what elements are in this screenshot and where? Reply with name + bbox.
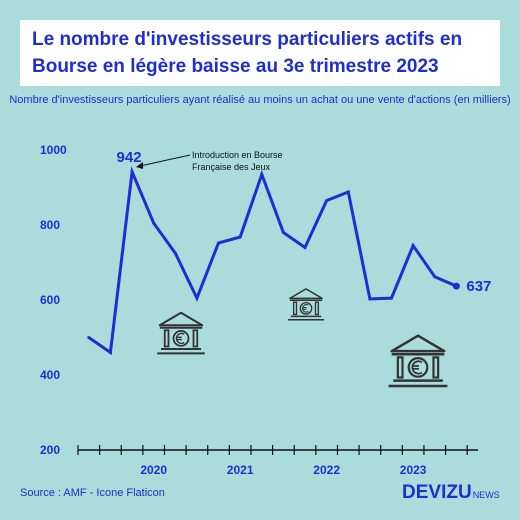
data-point: [152, 221, 156, 225]
title-box: Le nombre d'investisseurs particuliers a…: [20, 20, 500, 86]
chart-subtitle: Nombre d'investisseurs particuliers ayan…: [9, 94, 511, 106]
series-layer: [87, 166, 460, 356]
data-point: [325, 199, 329, 203]
data-point: [368, 297, 372, 301]
annotation-line-1: Introduction en Bourse: [192, 150, 283, 160]
data-point: [281, 231, 285, 234]
brand-suffix: NEWS: [472, 490, 500, 500]
bank-euro-icon: [287, 288, 325, 321]
data-point: [87, 336, 91, 339]
data-point: [346, 190, 350, 194]
data-point: [452, 282, 460, 290]
bank-euro-icon: [387, 334, 449, 388]
series-line: [87, 166, 457, 356]
data-point: [217, 241, 221, 245]
chart-title-line-2: Bourse en légère baisse au 3e trimestre …: [32, 56, 439, 77]
x-axis: [77, 445, 478, 455]
brand-name: DEVIZU: [402, 482, 472, 503]
bank-euro-icon: [156, 311, 206, 355]
data-label: 942: [117, 149, 142, 166]
source-note: Source : AMF - Icone Flaticon: [20, 487, 165, 499]
x-tick-label: 2021: [227, 463, 254, 477]
y-tick-label: 800: [40, 218, 60, 232]
data-point: [411, 244, 415, 248]
x-axis-year-labels: 2020 2021 2022 2023: [140, 463, 426, 477]
data-point: [130, 170, 134, 174]
x-tick-label: 2023: [400, 463, 427, 477]
y-axis-ticks: 200 400 600 800 1000: [40, 143, 67, 457]
data-point: [108, 351, 112, 354]
annotation-arrowhead: [136, 162, 143, 169]
data-point: [260, 172, 264, 176]
y-tick-label: 400: [40, 368, 60, 382]
brand-logo: DEVIZUNEWS: [402, 482, 500, 504]
data-labels: 942 637: [117, 149, 492, 295]
y-tick-label: 1000: [40, 143, 67, 157]
x-tick-label: 2020: [140, 463, 167, 477]
annotation-arrow: [139, 154, 191, 167]
chart-title-line-1: Le nombre d'investisseurs particuliers a…: [32, 29, 463, 50]
data-point: [433, 275, 437, 279]
annotation: Introduction en Bourse Française des Jeu…: [136, 150, 283, 172]
data-point: [238, 235, 242, 239]
data-point: [195, 296, 199, 300]
y-tick-label: 200: [40, 443, 60, 457]
data-point: [303, 246, 307, 249]
bank-icons: [156, 288, 449, 388]
annotation-line-2: Française des Jeux: [192, 162, 271, 172]
x-tick-label: 2022: [313, 463, 340, 477]
data-point: [390, 296, 394, 300]
data-point: [173, 251, 177, 255]
y-tick-label: 600: [40, 293, 60, 307]
data-label: 637: [466, 278, 491, 295]
